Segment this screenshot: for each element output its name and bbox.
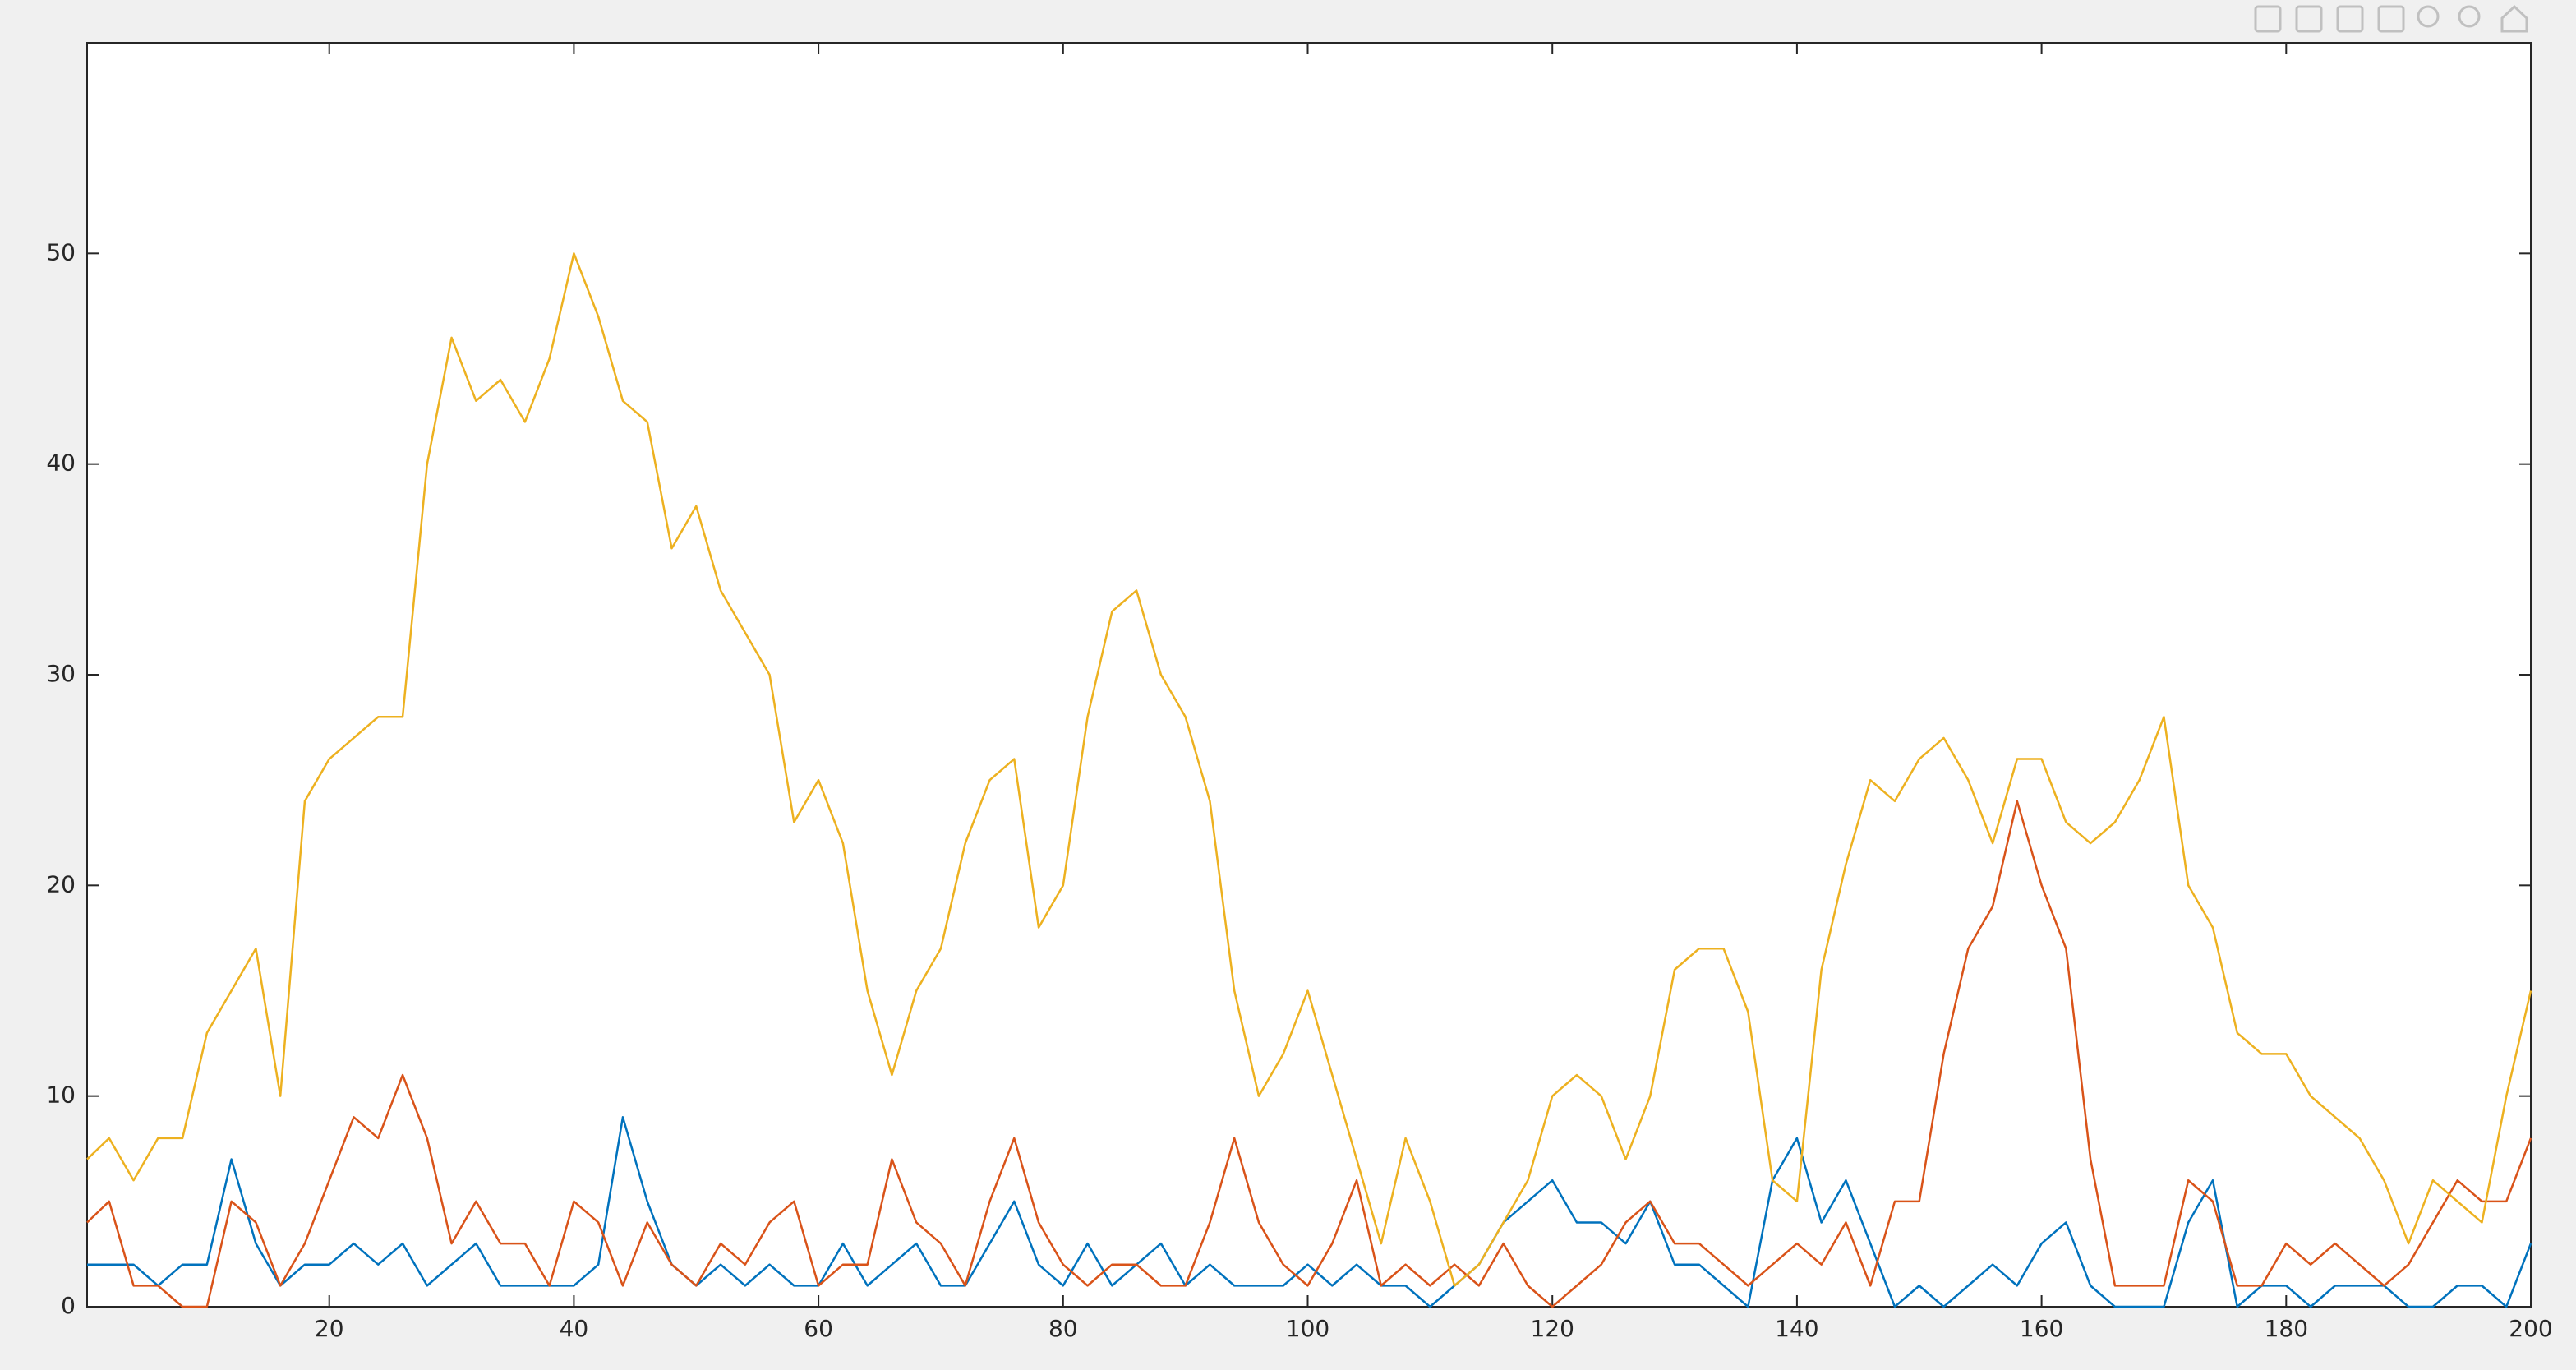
x-tick-label: 60 <box>804 1315 833 1342</box>
y-tick-label: 30 <box>46 660 76 687</box>
y-tick-label: 10 <box>46 1082 76 1109</box>
toolbar-button[interactable] <box>2295 5 2323 33</box>
x-tick-label: 140 <box>1775 1315 1818 1342</box>
toolbar-button[interactable] <box>2417 5 2440 28</box>
axes-toolbar <box>2254 4 2528 33</box>
toolbar-button[interactable] <box>2500 4 2528 33</box>
x-tick-label: 80 <box>1048 1315 1078 1342</box>
series-line <box>86 252 2532 1287</box>
series-line <box>87 1116 2532 1308</box>
x-tick-label: 20 <box>315 1315 344 1342</box>
series-line <box>86 800 2532 1308</box>
x-tick-label: 160 <box>2020 1315 2063 1342</box>
x-tick-label: 200 <box>2509 1315 2552 1342</box>
x-tick-label: 180 <box>2265 1315 2308 1342</box>
plot-area: 0 10 20 30 40 50 20 40 60 80 100 120 140 160 180 200 <box>46 43 2553 1342</box>
y-tick-label: 0 <box>61 1292 76 1319</box>
toolbar-button[interactable] <box>2377 5 2405 33</box>
toolbar-button[interactable] <box>2336 5 2364 33</box>
y-tick-label: 40 <box>46 450 76 477</box>
y-tick-label: 20 <box>46 870 76 897</box>
toolbar-button[interactable] <box>2254 5 2282 33</box>
x-tick-label: 40 <box>560 1315 589 1342</box>
y-tick-label: 50 <box>46 238 76 265</box>
x-tick-label: 100 <box>1286 1315 1329 1342</box>
x-tick-label: 120 <box>1530 1315 1574 1342</box>
toolbar-button[interactable] <box>2458 5 2481 28</box>
axes-box <box>86 42 2532 1308</box>
